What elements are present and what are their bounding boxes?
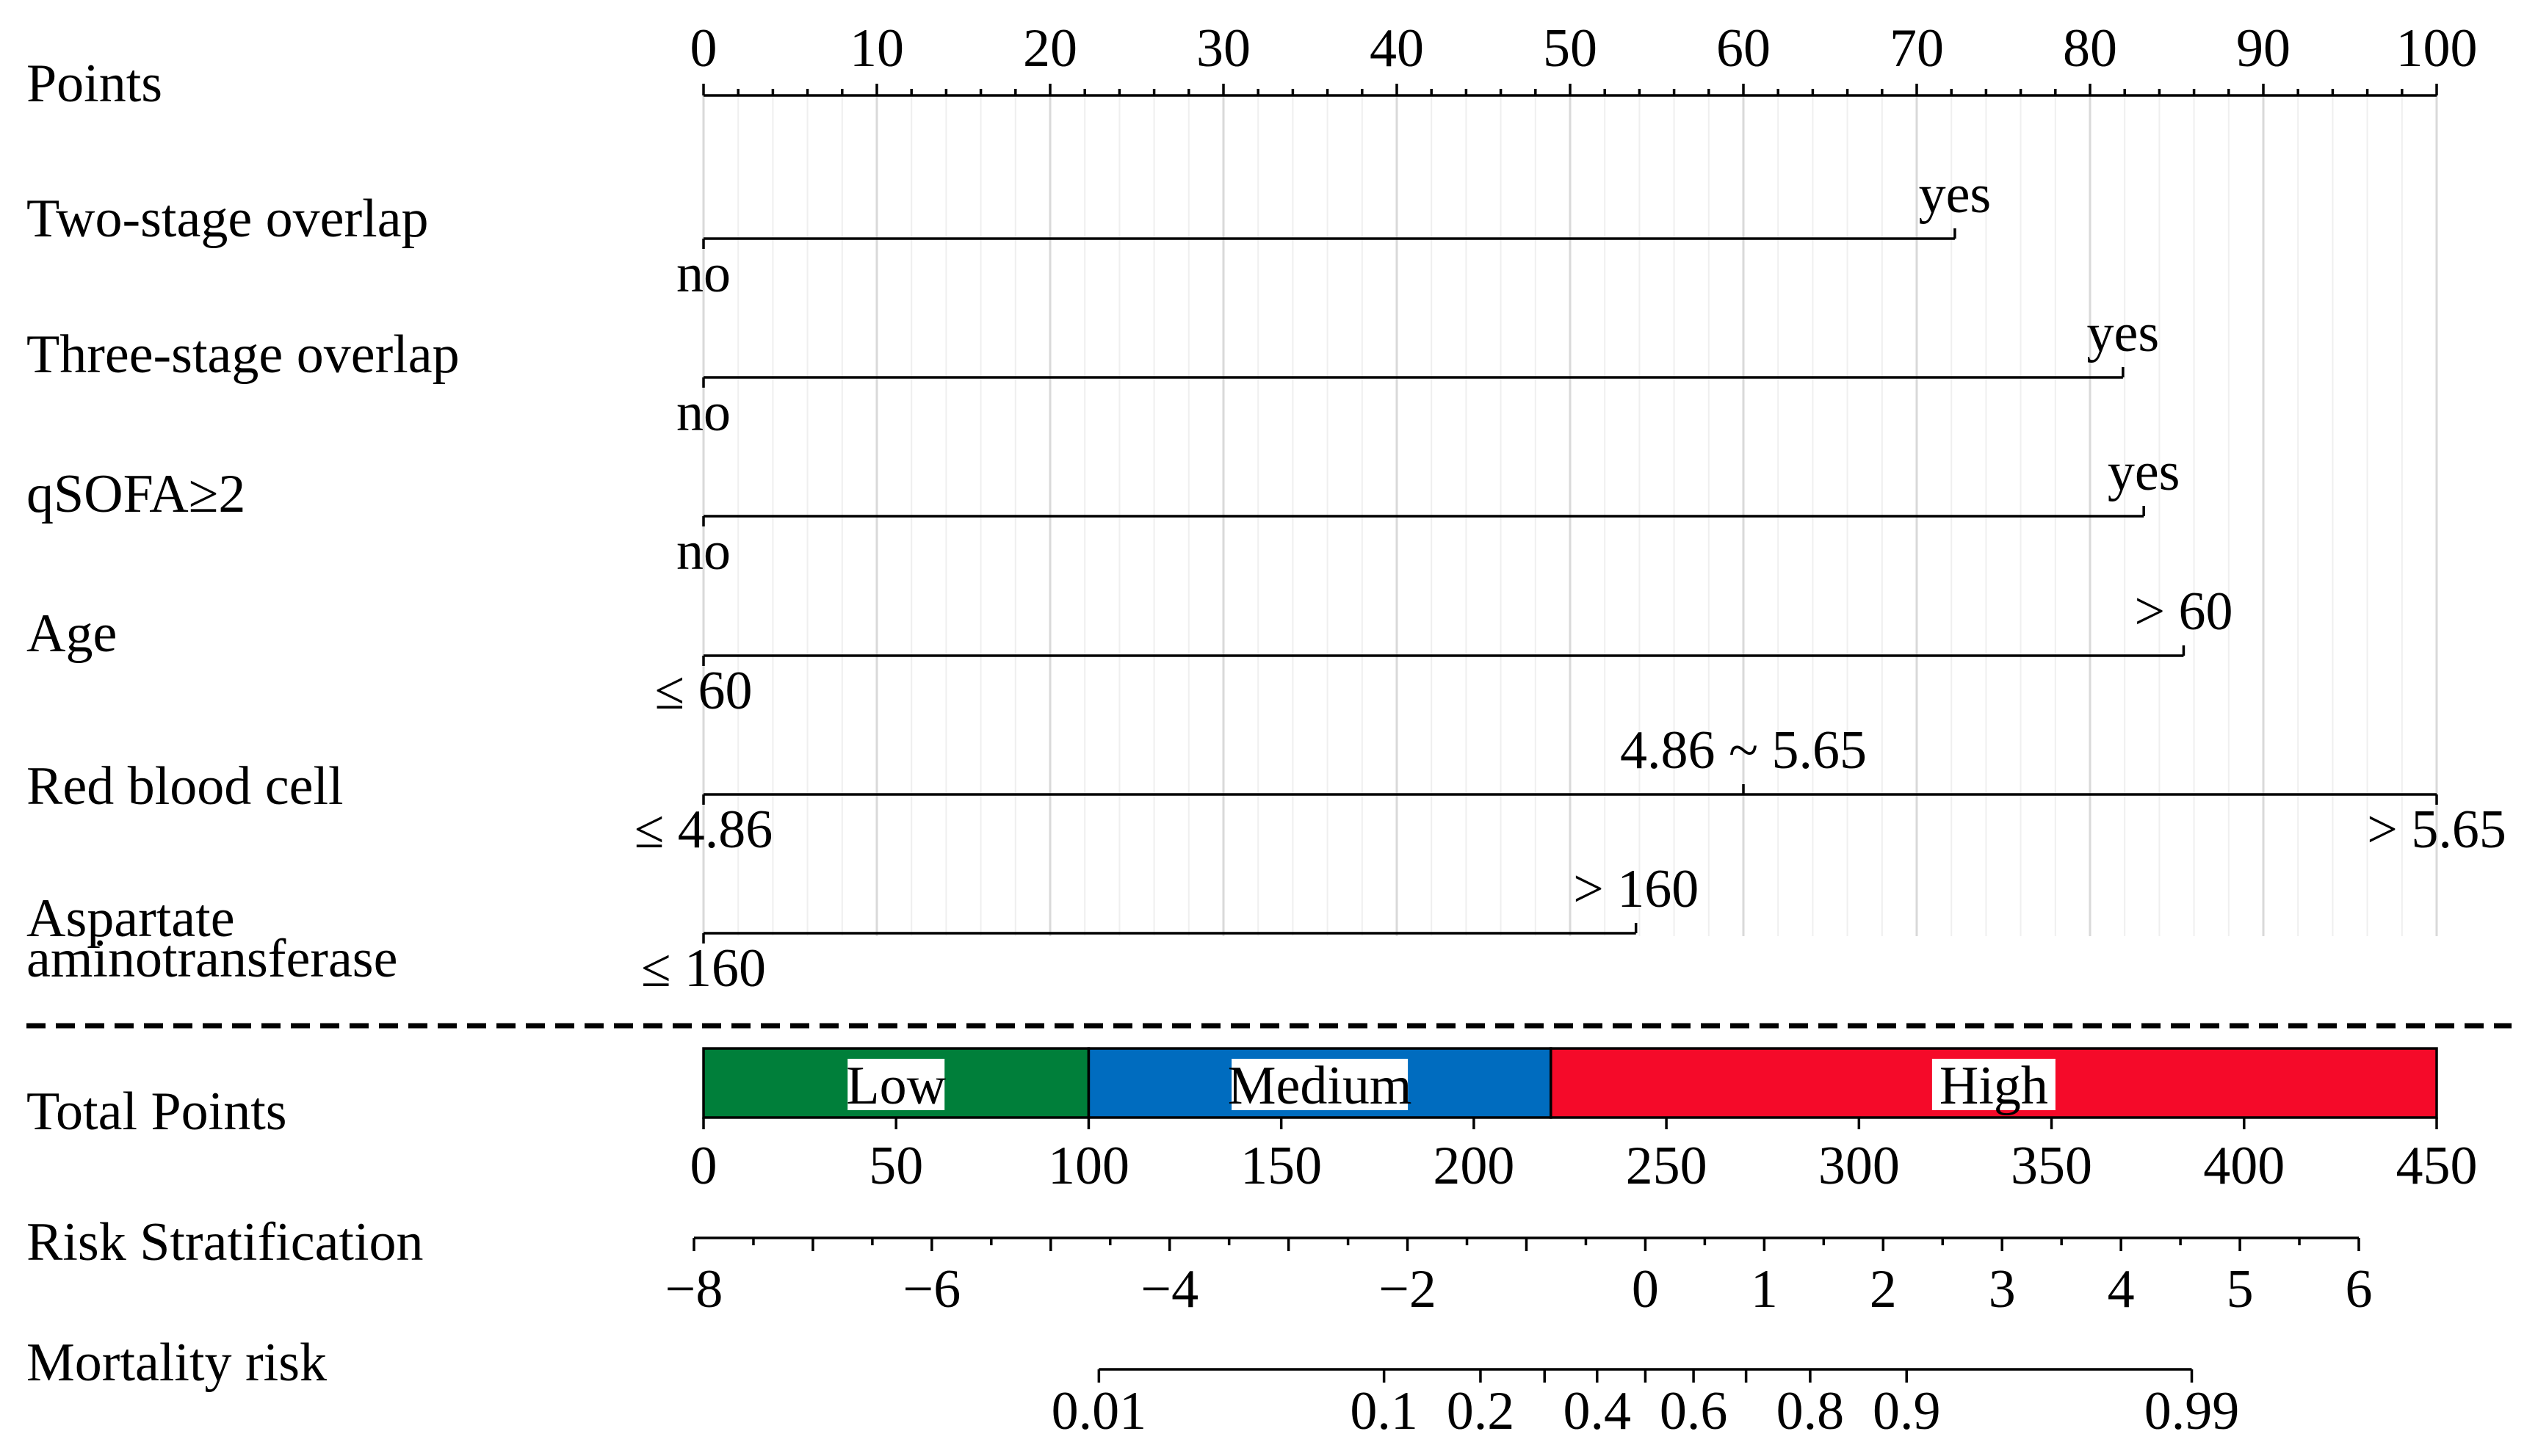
risk-tick-label: 5 bbox=[2227, 1259, 2254, 1319]
total-points-tick-label: 400 bbox=[2203, 1136, 2285, 1196]
risk-band-label-bg bbox=[1931, 1059, 2056, 1110]
points-tick-label: 50 bbox=[1543, 18, 1597, 79]
level-label: yes bbox=[2108, 442, 2180, 502]
level-label: ≤ 160 bbox=[641, 938, 766, 999]
risk-band-label-bg bbox=[847, 1059, 945, 1110]
risk-tick-label: −6 bbox=[903, 1259, 961, 1319]
total-points-label: Total Points bbox=[26, 1082, 287, 1142]
points-tick-label: 20 bbox=[1023, 18, 1077, 79]
level-label: 4.86 ~ 5.65 bbox=[1620, 720, 1867, 780]
level-label: ≤ 60 bbox=[654, 661, 752, 721]
variable-label: Two-stage overlap bbox=[26, 189, 429, 249]
variable-label: Three-stage overlap bbox=[26, 325, 460, 385]
mortality-tick-label: 0.2 bbox=[1447, 1381, 1515, 1441]
level-label: ≤ 4.86 bbox=[634, 800, 773, 860]
total-points-tick-label: 100 bbox=[1048, 1136, 1129, 1196]
mortality-tick-label: 0.9 bbox=[1873, 1381, 1941, 1441]
points-tick-label: 70 bbox=[1890, 18, 1944, 79]
risk-tick-label: 1 bbox=[1751, 1259, 1778, 1319]
mortality-risk-label: Mortality risk bbox=[26, 1333, 327, 1393]
total-points-tick-label: 300 bbox=[1818, 1136, 1900, 1196]
risk-tick-label: 2 bbox=[1870, 1259, 1897, 1319]
points-tick-label: 10 bbox=[850, 18, 904, 79]
points-tick-label: 100 bbox=[2396, 18, 2478, 79]
risk-tick-label: 0 bbox=[1632, 1259, 1659, 1319]
risk-band-label: Low bbox=[846, 1056, 946, 1116]
variable-label: Aspartate bbox=[26, 888, 235, 949]
points-tick-label: 60 bbox=[1716, 18, 1771, 79]
variable-label: aminotransferase bbox=[26, 929, 397, 989]
mortality-tick-label: 0.01 bbox=[1052, 1381, 1147, 1441]
level-label: > 60 bbox=[2134, 582, 2232, 642]
risk-stratification-label: Risk Stratification bbox=[26, 1212, 424, 1272]
total-points-tick-label: 0 bbox=[690, 1136, 717, 1196]
points-axis-label: Points bbox=[26, 54, 162, 114]
level-label: yes bbox=[1919, 164, 1992, 225]
mortality-tick-label: 0.99 bbox=[2144, 1381, 2240, 1441]
variable-label: qSOFA≥2 bbox=[26, 464, 245, 524]
risk-tick-label: −2 bbox=[1378, 1259, 1436, 1319]
risk-band-label: High bbox=[1939, 1056, 2048, 1116]
level-label: > 5.65 bbox=[2367, 800, 2506, 860]
total-points-tick-label: 200 bbox=[1433, 1136, 1514, 1196]
points-tick-label: 0 bbox=[690, 18, 717, 79]
total-points-tick-label: 350 bbox=[2011, 1136, 2092, 1196]
risk-band-label: Medium bbox=[1228, 1056, 1412, 1116]
risk-band-label-bg bbox=[1232, 1059, 1409, 1110]
risk-tick-label: 3 bbox=[1989, 1259, 2016, 1319]
risk-tick-label: −4 bbox=[1140, 1259, 1198, 1319]
points-tick-label: 90 bbox=[2236, 18, 2291, 79]
total-points-tick-label: 250 bbox=[1626, 1136, 1707, 1196]
mortality-tick-label: 0.4 bbox=[1563, 1381, 1632, 1441]
level-label: no bbox=[676, 244, 731, 304]
mortality-tick-label: 0.8 bbox=[1776, 1381, 1845, 1441]
level-label: no bbox=[676, 521, 731, 582]
points-tick-label: 30 bbox=[1196, 18, 1251, 79]
mortality-tick-label: 0.1 bbox=[1350, 1381, 1418, 1441]
variable-label: Red blood cell bbox=[26, 756, 344, 816]
variable-label: Age bbox=[26, 604, 117, 664]
risk-tick-label: −8 bbox=[665, 1259, 723, 1319]
mortality-tick-label: 0.6 bbox=[1660, 1381, 1728, 1441]
level-label: no bbox=[676, 383, 731, 443]
points-tick-label: 40 bbox=[1370, 18, 1424, 79]
total-points-tick-label: 50 bbox=[869, 1136, 923, 1196]
total-points-tick-label: 150 bbox=[1240, 1136, 1322, 1196]
risk-tick-label: 6 bbox=[2346, 1259, 2373, 1319]
total-points-tick-label: 450 bbox=[2396, 1136, 2478, 1196]
risk-tick-label: 4 bbox=[2108, 1259, 2135, 1319]
level-label: > 160 bbox=[1573, 859, 1699, 919]
points-tick-label: 80 bbox=[2063, 18, 2117, 79]
level-label: yes bbox=[2087, 303, 2160, 363]
